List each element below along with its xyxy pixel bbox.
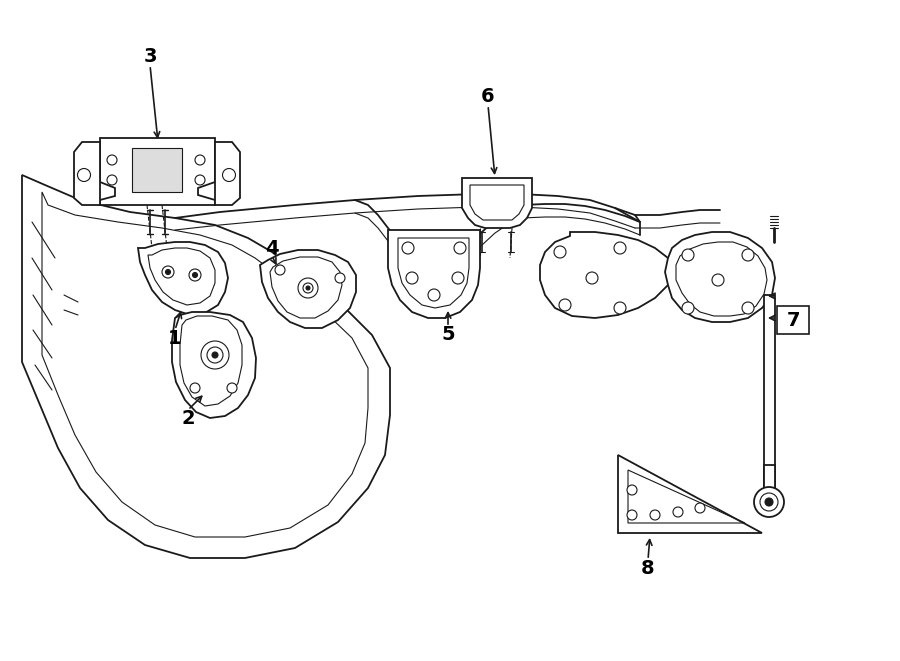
Circle shape xyxy=(195,155,205,165)
Text: 1: 1 xyxy=(168,329,182,348)
Circle shape xyxy=(554,246,566,258)
Circle shape xyxy=(107,175,117,185)
Circle shape xyxy=(190,383,200,393)
Circle shape xyxy=(212,352,218,358)
Circle shape xyxy=(275,265,285,275)
Bar xyxy=(764,295,775,495)
Circle shape xyxy=(586,272,598,284)
Circle shape xyxy=(306,286,310,290)
Circle shape xyxy=(452,272,464,284)
Polygon shape xyxy=(22,175,390,558)
Text: 5: 5 xyxy=(441,325,454,344)
Circle shape xyxy=(193,272,197,278)
Circle shape xyxy=(650,510,660,520)
Bar xyxy=(764,465,775,490)
Circle shape xyxy=(627,485,637,495)
Circle shape xyxy=(201,341,229,369)
Circle shape xyxy=(335,273,345,283)
Polygon shape xyxy=(388,230,480,318)
Circle shape xyxy=(559,299,571,311)
Circle shape xyxy=(162,266,174,278)
Circle shape xyxy=(166,270,170,274)
Circle shape xyxy=(682,302,694,314)
Circle shape xyxy=(428,289,440,301)
Text: 3: 3 xyxy=(143,48,157,67)
Circle shape xyxy=(614,242,626,254)
Text: 7: 7 xyxy=(787,311,800,329)
Circle shape xyxy=(682,249,694,261)
Circle shape xyxy=(765,498,773,506)
Circle shape xyxy=(77,169,91,182)
Circle shape xyxy=(454,242,466,254)
Polygon shape xyxy=(665,232,775,322)
Circle shape xyxy=(742,302,754,314)
Circle shape xyxy=(742,249,754,261)
Circle shape xyxy=(222,169,236,182)
Circle shape xyxy=(227,383,237,393)
Polygon shape xyxy=(138,242,228,315)
Circle shape xyxy=(207,347,223,363)
Text: 2: 2 xyxy=(181,408,194,428)
Text: 6: 6 xyxy=(482,87,495,106)
Circle shape xyxy=(402,242,414,254)
Circle shape xyxy=(298,278,318,298)
Circle shape xyxy=(406,272,418,284)
Circle shape xyxy=(303,283,313,293)
Text: 4: 4 xyxy=(266,239,279,258)
Polygon shape xyxy=(74,142,100,205)
Polygon shape xyxy=(172,312,256,418)
Circle shape xyxy=(754,487,784,517)
Polygon shape xyxy=(540,232,672,318)
Polygon shape xyxy=(260,250,356,328)
Text: 8: 8 xyxy=(641,559,655,578)
Polygon shape xyxy=(132,148,182,192)
Polygon shape xyxy=(462,178,532,228)
Polygon shape xyxy=(215,142,240,205)
Circle shape xyxy=(712,274,724,286)
Circle shape xyxy=(614,302,626,314)
Circle shape xyxy=(627,510,637,520)
Circle shape xyxy=(760,493,778,511)
Circle shape xyxy=(195,175,205,185)
Circle shape xyxy=(107,155,117,165)
Circle shape xyxy=(695,503,705,513)
Polygon shape xyxy=(618,455,762,533)
Circle shape xyxy=(673,507,683,517)
Polygon shape xyxy=(100,138,215,205)
Circle shape xyxy=(189,269,201,281)
Bar xyxy=(777,306,809,334)
